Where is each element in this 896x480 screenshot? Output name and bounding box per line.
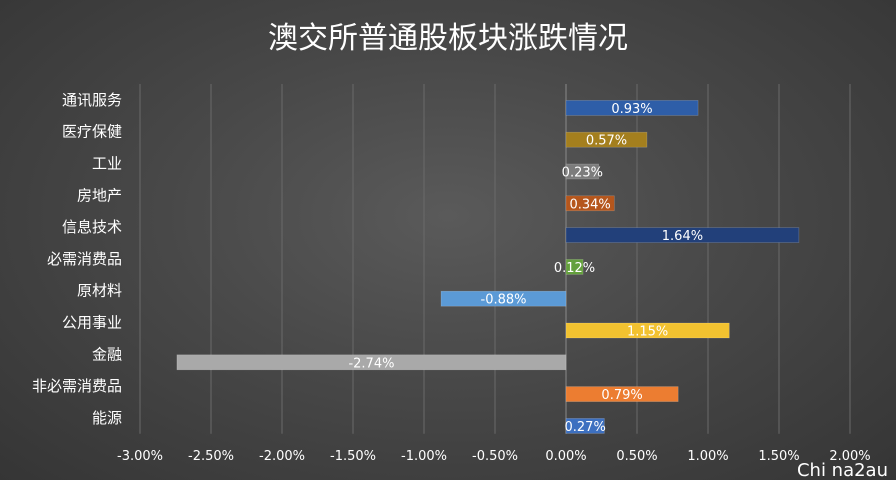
bar [565, 227, 800, 243]
x-tick-label: 1.50% [758, 449, 799, 464]
x-tick-label: 0.00% [545, 449, 586, 464]
x-tick-label: -2.50% [188, 449, 234, 464]
x-tick-label: -1.50% [330, 449, 376, 464]
x-tick-label: -3.00% [117, 449, 163, 464]
bar [565, 195, 615, 212]
category-label: 房地产 [77, 186, 122, 204]
bar [565, 131, 648, 148]
data-labels: 0.93% 0.57% 0.23% 0.34% 1.64% 0.12% -0.88% 1.15… [348, 102, 703, 435]
data-label: 0.27% [565, 420, 606, 435]
category-label: 公用事业 [62, 314, 122, 332]
data-label: 0.23% [562, 166, 603, 181]
category-label: 工业 [92, 155, 122, 173]
category-label: 金融 [92, 345, 122, 363]
bar [440, 290, 567, 307]
bar [565, 322, 730, 339]
category-label: 能源 [92, 409, 122, 427]
x-tick-label: 2.00% [829, 449, 870, 464]
category-label: 必需消费品 [47, 250, 122, 268]
category-label: 医疗保健 [62, 123, 122, 141]
data-label: 1.64% [662, 229, 703, 244]
bar [565, 259, 584, 275]
category-label: 原材料 [77, 282, 122, 300]
data-label: 0.34% [569, 197, 610, 212]
category-label: 通讯服务 [62, 91, 122, 109]
bars [176, 100, 800, 434]
category-label: 非必需消费品 [32, 377, 122, 395]
x-tick-labels: -3.00% -2.50% -2.00% -1.50% -1.00% -0.50% 0.00… [117, 449, 871, 464]
data-label: 0.12% [554, 261, 595, 276]
x-tick-label: 1.00% [687, 449, 728, 464]
data-label: -2.74% [348, 356, 394, 371]
data-label: 0.57% [586, 134, 627, 149]
data-label: 1.15% [627, 325, 668, 340]
data-label: -0.88% [481, 293, 527, 308]
data-label: 0.79% [601, 388, 642, 403]
x-tick-label: -1.00% [401, 449, 447, 464]
grid-lines [139, 84, 851, 434]
data-label: 0.93% [611, 102, 652, 117]
x-tick-label: 0.50% [616, 449, 657, 464]
bar [565, 418, 605, 434]
watermark-text: Chi na2au [797, 460, 888, 480]
bar [565, 163, 599, 180]
x-tick-label: -0.50% [472, 449, 518, 464]
bar [176, 354, 567, 371]
chart-title: 澳交所普通股板块涨跌情况 [268, 21, 628, 56]
category-label: 信息技术 [62, 218, 122, 236]
bar [565, 100, 699, 116]
x-tick-label: -2.00% [259, 449, 305, 464]
bar [565, 386, 679, 402]
